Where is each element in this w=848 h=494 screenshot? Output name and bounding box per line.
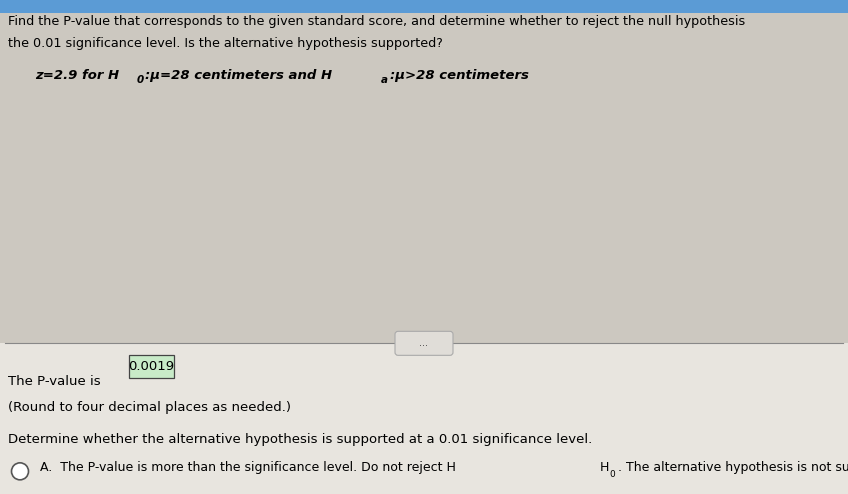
- Text: 0: 0: [137, 75, 144, 85]
- Circle shape: [12, 463, 29, 480]
- Text: The P-value is: The P-value is: [8, 375, 105, 388]
- Text: A.  The P-value is more than the significance level. Do not reject H: A. The P-value is more than the signific…: [40, 461, 456, 474]
- Text: H: H: [600, 461, 610, 474]
- Text: 0: 0: [610, 470, 616, 479]
- Text: :μ>28 centimeters: :μ>28 centimeters: [390, 69, 529, 82]
- Text: z=2.9 for H: z=2.9 for H: [35, 69, 119, 82]
- Text: the 0.01 significance level. Is the alternative hypothesis supported?: the 0.01 significance level. Is the alte…: [8, 37, 443, 50]
- Text: ...: ...: [420, 338, 428, 348]
- FancyBboxPatch shape: [0, 0, 848, 13]
- Text: (Round to four decimal places as needed.): (Round to four decimal places as needed.…: [8, 401, 291, 414]
- Text: . The alternative hypothesis is not supported: . The alternative hypothesis is not supp…: [618, 461, 848, 474]
- FancyBboxPatch shape: [0, 343, 848, 494]
- FancyBboxPatch shape: [395, 331, 453, 355]
- Text: a: a: [381, 75, 388, 85]
- Text: Determine whether the alternative hypothesis is supported at a 0.01 significance: Determine whether the alternative hypoth…: [8, 433, 592, 447]
- FancyBboxPatch shape: [129, 355, 174, 378]
- Text: :μ=28 centimeters and H: :μ=28 centimeters and H: [145, 69, 332, 82]
- Text: 0.0019: 0.0019: [128, 360, 175, 373]
- Text: Find the P-value that corresponds to the given standard score, and determine whe: Find the P-value that corresponds to the…: [8, 15, 745, 28]
